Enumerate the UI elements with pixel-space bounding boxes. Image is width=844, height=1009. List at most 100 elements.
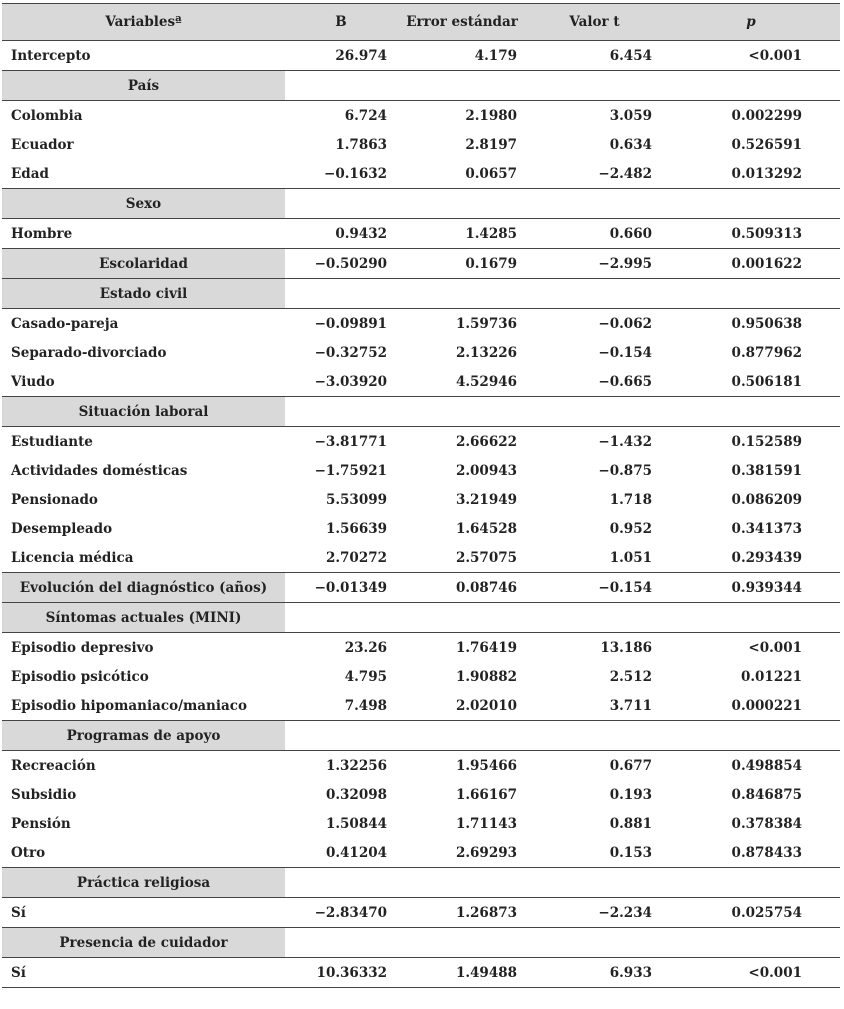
header-cell: Valor t — [527, 3, 662, 41]
empty-cell — [527, 720, 662, 751]
data-row: Pensionado 5.53099 3.21949 1.718 0.086209 — [2, 485, 840, 514]
empty-cell — [285, 278, 397, 309]
group-row: Estado civil — [2, 278, 840, 309]
data-row: Casado-pareja −0.09891 1.59736 −0.062 0.9506… — [2, 308, 840, 338]
data-row: Separado-divorciado −0.32752 2.13226 −0.154… — [2, 338, 840, 367]
row-label: País — [2, 70, 285, 101]
value-cell: 1.66167 — [455, 786, 517, 803]
empty-cell — [662, 927, 840, 958]
row-label: Escolaridad — [2, 248, 285, 279]
data-row: Recreación 1.32256 1.95466 0.677 0.498854 — [2, 750, 840, 780]
empty-cell — [527, 70, 662, 101]
empty-cell — [397, 720, 527, 751]
empty-cell — [397, 867, 527, 898]
empty-cell — [662, 188, 840, 219]
value-cell: −1.432 — [527, 426, 662, 456]
value-cell: −0.50290 — [285, 248, 397, 279]
value-cell: 0.877962 — [731, 344, 802, 361]
value-cell: 1.051 — [609, 549, 652, 566]
empty-cell — [662, 70, 840, 101]
data-row: Licencia médica 2.70272 2.57075 1.051 0.2934… — [2, 543, 840, 573]
value-cell: 23.26 — [285, 632, 397, 662]
value-cell: 0.634 — [609, 136, 652, 153]
value-cell: −1.75921 — [314, 462, 387, 479]
value-cell: 0.01221 — [740, 668, 802, 685]
data-row: Actividades domésticas −1.75921 2.00943 −0.… — [2, 456, 840, 485]
row-label: Sí — [2, 957, 285, 988]
value-cell: 0.9432 — [285, 218, 397, 249]
row-label: Subsidio — [11, 786, 77, 803]
row-label: Situación laboral — [2, 396, 285, 427]
row-label: Sí — [2, 897, 285, 928]
empty-cell — [662, 396, 840, 427]
value-cell: 1.76419 — [397, 632, 527, 662]
value-cell: 0.002299 — [662, 100, 840, 130]
value-cell: 10.36332 — [285, 957, 397, 988]
row-label: Casado-pareja — [2, 308, 285, 338]
value-cell: 1.7863 — [335, 136, 387, 153]
value-cell: 0.660 — [527, 218, 662, 249]
value-cell: 3.21949 — [455, 491, 517, 508]
value-cell: 1.90882 — [455, 668, 517, 685]
group-row: Práctica religiosa — [2, 867, 840, 898]
value-cell: 1.718 — [609, 491, 652, 508]
empty-cell — [527, 927, 662, 958]
value-cell: 6.933 — [527, 957, 662, 988]
data-row: Sí 10.36332 1.49488 6.933 <0.001 — [2, 957, 840, 988]
value-cell: 0.08746 — [397, 572, 527, 603]
row-label: Episodio depresivo — [2, 632, 285, 662]
value-cell: 0.881 — [609, 815, 652, 832]
value-cell: 0.153 — [609, 844, 652, 861]
value-cell: 0.013292 — [731, 165, 802, 182]
value-cell: −0.062 — [527, 308, 662, 338]
data-row: Edad −0.1632 0.0657 −2.482 0.013292 — [2, 159, 840, 189]
row-label: Viudo — [11, 373, 55, 390]
value-cell: 0.1679 — [397, 248, 527, 279]
value-cell: 0.341373 — [731, 520, 802, 537]
data-row: Desempleado 1.56639 1.64528 0.952 0.341373 — [2, 514, 840, 543]
header-cell: B — [285, 3, 397, 41]
data-row: Otro 0.41204 2.69293 0.153 0.878433 — [2, 838, 840, 868]
value-cell: 3.711 — [609, 697, 652, 714]
value-cell: 2.1980 — [397, 100, 527, 130]
value-cell: 0.32098 — [325, 786, 387, 803]
value-cell: −0.01349 — [285, 572, 397, 603]
value-cell: 2.8197 — [465, 136, 517, 153]
group-row: Escolaridad −0.50290 0.1679 −2.995 0.001622 — [2, 248, 840, 279]
value-cell: 5.53099 — [325, 491, 387, 508]
empty-cell — [285, 602, 397, 633]
value-cell: 0.506181 — [731, 373, 802, 390]
group-row: País — [2, 70, 840, 101]
empty-cell — [397, 602, 527, 633]
row-label: Hombre — [2, 218, 285, 249]
value-cell: 2.66622 — [397, 426, 527, 456]
header-cell: p — [662, 3, 840, 41]
value-cell: 0.677 — [527, 750, 662, 780]
value-cell: −0.875 — [598, 462, 652, 479]
value-cell: 26.974 — [335, 47, 387, 64]
data-row: Sí −2.83470 1.26873 −2.234 0.025754 — [2, 897, 840, 928]
value-cell: 1.32256 — [285, 750, 397, 780]
row-label: Edad — [11, 165, 49, 182]
empty-cell — [285, 70, 397, 101]
value-cell: 0.086209 — [731, 491, 802, 508]
value-cell: −3.81771 — [285, 426, 397, 456]
value-cell: 0.846875 — [731, 786, 802, 803]
value-cell: 1.26873 — [397, 897, 527, 928]
value-cell: 1.50844 — [325, 815, 387, 832]
data-row: Hombre 0.9432 1.4285 0.660 0.509313 — [2, 218, 840, 249]
data-row: Estudiante −3.81771 2.66622 −1.432 0.152589 — [2, 426, 840, 456]
group-row: Programas de apoyo — [2, 720, 840, 751]
data-row: Pensión 1.50844 1.71143 0.881 0.378384 — [2, 809, 840, 838]
row-label: Actividades domésticas — [11, 462, 188, 479]
row-label: Otro — [11, 844, 46, 861]
value-cell: 0.509313 — [662, 218, 840, 249]
value-cell: 2.00943 — [455, 462, 517, 479]
empty-cell — [397, 396, 527, 427]
value-cell: −0.1632 — [324, 165, 387, 182]
table-body: Intercepto 26.974 4.179 6.454 <0.001 País Colo… — [2, 41, 840, 988]
empty-cell — [527, 867, 662, 898]
empty-cell — [662, 602, 840, 633]
data-row: Ecuador 1.7863 2.8197 0.634 0.526591 — [2, 130, 840, 159]
value-cell: 4.52946 — [455, 373, 517, 390]
